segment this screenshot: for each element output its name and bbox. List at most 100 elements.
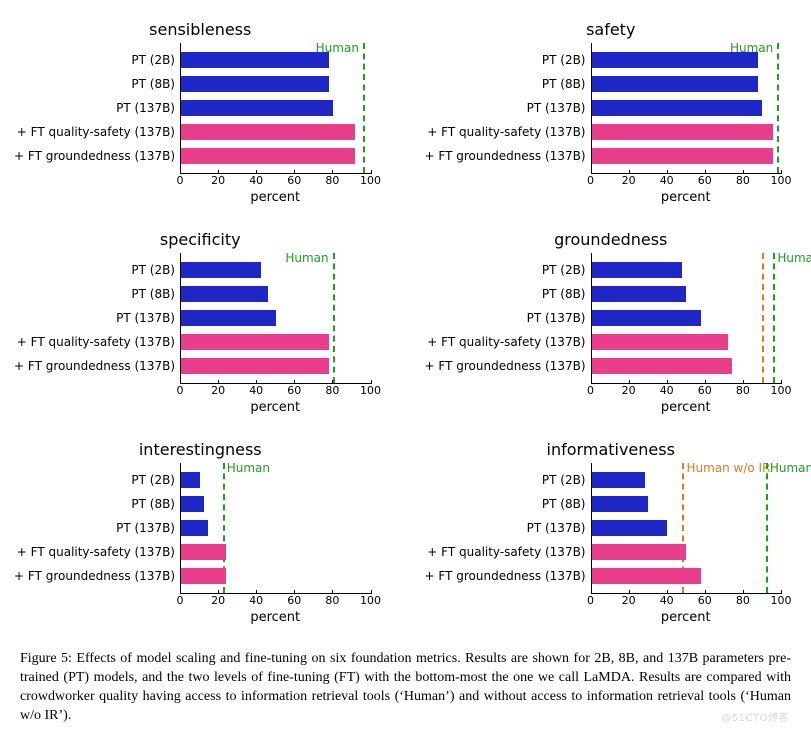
x-axis-label: percent [591,190,782,205]
chart-panel: specificityHumanPT (2B)PT (8B)PT (137B)+… [20,230,381,415]
xtick-label: 100 [771,174,792,187]
plot-area: HumanPT (2B)PT (8B)PT (137B)+ FT quality… [591,253,782,384]
bar [181,262,261,278]
bar-row: + FT groundedness (137B) [592,148,782,164]
category-label: + FT groundedness (137B) [14,358,181,374]
panel-title: interestingness [20,440,381,459]
x-axis-ticks: 020406080100 [591,594,782,612]
category-label: PT (8B) [131,76,181,92]
panel-title: informativeness [431,440,792,459]
panel-title: safety [431,20,792,39]
xtick-label: 80 [736,174,750,187]
xtick-label: 40 [660,174,674,187]
category-label: PT (8B) [131,496,181,512]
bar [592,544,687,560]
category-label: + FT quality-safety (137B) [427,124,591,140]
bar [181,100,333,116]
bar-row: PT (2B) [181,262,371,278]
xtick-label: 80 [325,384,339,397]
xtick-label: 80 [736,384,750,397]
category-label: PT (137B) [527,310,592,326]
bar-row: PT (137B) [181,310,371,326]
bar-row: PT (8B) [592,496,782,512]
xtick-label: 100 [360,384,381,397]
xtick-label: 80 [325,174,339,187]
bar-row: + FT groundedness (137B) [181,148,371,164]
category-label: PT (137B) [116,520,181,536]
xtick-label: 0 [177,174,184,187]
category-label: + FT groundedness (137B) [14,568,181,584]
xtick-label: 0 [587,174,594,187]
bar [181,472,200,488]
category-label: PT (2B) [542,52,592,68]
bar [181,496,204,512]
xtick-label: 0 [177,384,184,397]
chart-panel: safetyHumanPT (2B)PT (8B)PT (137B)+ FT q… [431,20,792,205]
bar-row: PT (8B) [181,496,371,512]
bar [181,124,355,140]
panel-title: specificity [20,230,381,249]
xtick-label: 20 [622,594,636,607]
category-label: + FT quality-safety (137B) [427,334,591,350]
category-label: + FT quality-safety (137B) [427,544,591,560]
bar-row: + FT groundedness (137B) [181,358,371,374]
chart-panel: groundednessHumanPT (2B)PT (8B)PT (137B)… [431,230,792,415]
xtick-label: 40 [249,174,263,187]
chart-panel: informativenessHuman w/o IRHumanPT (2B)P… [431,440,792,625]
bar [592,520,668,536]
xtick-label: 0 [177,594,184,607]
bar-row: + FT groundedness (137B) [592,358,782,374]
x-axis-ticks: 020406080100 [180,174,371,192]
x-axis-label: percent [180,190,371,205]
bar [181,568,226,584]
bar-row: PT (8B) [592,286,782,302]
chart-panel: sensiblenessHumanPT (2B)PT (8B)PT (137B)… [20,20,381,205]
bar [181,334,329,350]
xtick-label: 80 [736,594,750,607]
category-label: PT (2B) [131,262,181,278]
x-axis-ticks: 020406080100 [180,384,371,402]
bar [592,52,759,68]
panel-title: sensibleness [20,20,381,39]
xtick-label: 60 [698,594,712,607]
bar [592,358,732,374]
bar-row: PT (137B) [592,100,782,116]
bar [181,286,268,302]
bar-row: PT (137B) [592,520,782,536]
chart-panel: interestingnessHumanPT (2B)PT (8B)PT (13… [20,440,381,625]
category-label: PT (2B) [542,262,592,278]
category-label: + FT groundedness (137B) [425,148,592,164]
bar [592,472,645,488]
bar [181,310,276,326]
bar-row: PT (2B) [592,52,782,68]
bar [181,544,226,560]
xtick-label: 100 [360,174,381,187]
xtick-label: 0 [587,594,594,607]
figure-container: sensiblenessHumanPT (2B)PT (8B)PT (137B)… [20,20,791,726]
category-label: + FT quality-safety (137B) [17,544,181,560]
panel-grid: sensiblenessHumanPT (2B)PT (8B)PT (137B)… [20,20,791,625]
category-label: PT (2B) [131,472,181,488]
bar [592,262,683,278]
bar-row: PT (137B) [592,310,782,326]
bar-row: PT (137B) [181,100,371,116]
bar-row: PT (137B) [181,520,371,536]
category-label: PT (137B) [116,310,181,326]
xtick-label: 60 [287,594,301,607]
figure-caption: Figure 5: Effects of model scaling and f… [20,650,791,726]
x-axis-ticks: 020406080100 [591,174,782,192]
bar [181,520,208,536]
category-label: PT (8B) [131,286,181,302]
bar-row: PT (8B) [181,76,371,92]
bar [181,52,329,68]
bar-row: PT (2B) [181,472,371,488]
xtick-label: 40 [249,594,263,607]
category-label: + FT groundedness (137B) [14,148,181,164]
bar-row: + FT quality-safety (137B) [181,124,371,140]
bar-row: + FT quality-safety (137B) [592,124,782,140]
bar-row: PT (8B) [592,76,782,92]
plot-area: Human w/o IRHumanPT (2B)PT (8B)PT (137B)… [591,463,782,594]
watermark-text: @51CTO博客 [721,709,789,724]
category-label: PT (2B) [542,472,592,488]
xtick-label: 80 [325,594,339,607]
